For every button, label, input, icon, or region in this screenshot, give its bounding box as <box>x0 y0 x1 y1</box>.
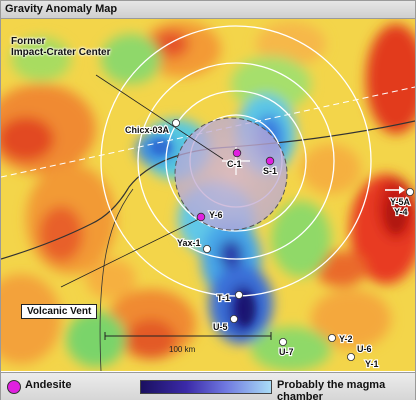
scale-bar-label: 100 km <box>169 345 196 354</box>
map-title: Gravity Anomaly Map <box>5 3 118 15</box>
site-u5[interactable]: U-5 <box>212 314 238 333</box>
coastline <box>1 120 415 260</box>
fault-line <box>99 188 134 371</box>
site-t1[interactable]: T-1 <box>216 290 243 304</box>
crater-center-text: Former Impact-Crater Center <box>11 36 111 58</box>
well-marker <box>229 314 238 323</box>
crater-callout-leader <box>95 74 224 160</box>
site-label-y1: Y-1 <box>365 359 379 369</box>
legend-bar: Andesite Probably the magma chamber <box>1 372 415 403</box>
site-u7[interactable]: U-7 <box>278 337 295 358</box>
magma-legend-swatch <box>140 380 272 394</box>
site-chicx03a[interactable]: Chicx-03A <box>124 119 180 136</box>
site-label-y5a: Y-5A <box>390 197 411 207</box>
site-s1[interactable]: S-1 <box>262 156 278 177</box>
volcanic-vent-label: Volcanic Vent <box>21 304 98 319</box>
andesite-marker <box>265 156 275 166</box>
site-label-y6: Y-6 <box>209 210 223 220</box>
andesite-legend-label: Andesite <box>25 379 72 391</box>
site-c1[interactable]: C-1 <box>226 148 243 170</box>
y5a-arrow <box>385 186 405 194</box>
site-label-u5: U-5 <box>213 322 228 332</box>
site-y1[interactable]: Y-1 <box>364 358 380 370</box>
site-label-y2: Y-2 <box>339 334 353 344</box>
site-y2[interactable]: Y-2 <box>327 333 354 345</box>
contour-texture <box>151 139 406 325</box>
well-marker <box>171 119 180 128</box>
well-marker <box>278 337 287 346</box>
site-y4[interactable]: Y-4 <box>393 206 409 218</box>
well-marker <box>327 333 336 342</box>
site-label-u6: U-6 <box>357 344 372 354</box>
andesite-marker <box>196 212 206 222</box>
site-u6[interactable]: U-6 <box>346 343 373 361</box>
andesite-legend-swatch <box>7 380 21 394</box>
site-label-c1: C-1 <box>227 159 242 169</box>
crater-center-label: Former Impact-Crater Center <box>11 36 110 58</box>
site-yax1[interactable]: Yax-1 <box>176 237 211 253</box>
vent-callout-leader <box>60 218 200 288</box>
well-marker <box>346 352 355 361</box>
site-label-y4: Y-4 <box>394 207 408 217</box>
magma-legend-label: Probably the magma chamber <box>277 379 386 403</box>
site-label-yax1: Yax-1 <box>177 238 201 248</box>
site-label-t1: T-1 <box>217 293 230 303</box>
site-label-chicx03a: Chicx-03A <box>125 125 170 135</box>
site-label-u7: U-7 <box>279 347 294 357</box>
title-bar: Gravity Anomaly Map <box>1 1 415 19</box>
site-y5a[interactable]: Y-5A <box>389 187 414 208</box>
well-marker <box>234 290 243 299</box>
site-y6[interactable]: Y-6 <box>196 209 224 222</box>
anomaly-field <box>1 21 415 371</box>
scale-bar: 100 km <box>104 332 272 354</box>
gravity-anomaly-map: 100 km Chicx-03A C-1 S-1 Y-6 <box>1 19 415 371</box>
site-markers: Chicx-03A C-1 S-1 Y-6 Yax-1 T-1 <box>124 119 414 370</box>
site-label-s1: S-1 <box>263 166 277 176</box>
well-marker <box>202 244 211 253</box>
well-marker <box>405 187 414 196</box>
andesite-marker <box>232 148 242 158</box>
